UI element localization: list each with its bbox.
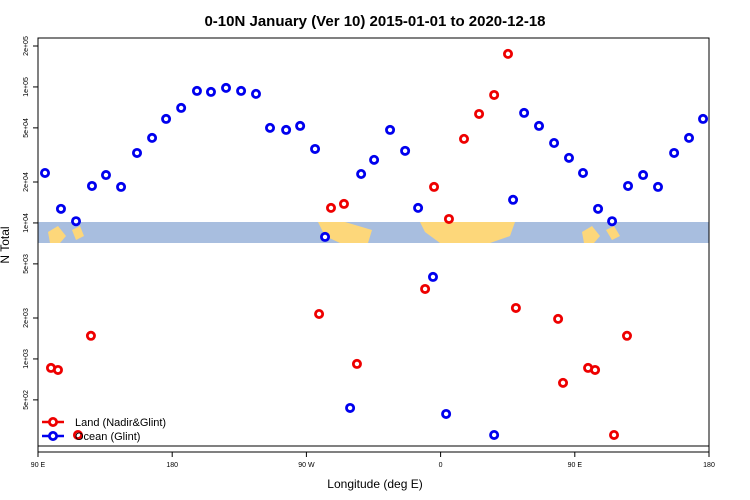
land bbox=[72, 226, 84, 240]
data-point bbox=[345, 402, 356, 413]
data-point bbox=[338, 198, 349, 209]
data-point bbox=[429, 181, 440, 192]
data-point bbox=[502, 48, 513, 59]
data-point bbox=[100, 170, 111, 181]
data-point bbox=[40, 167, 51, 178]
data-point bbox=[510, 302, 521, 313]
data-point bbox=[459, 133, 470, 144]
data-point bbox=[441, 408, 452, 419]
data-point bbox=[669, 147, 680, 158]
y-tick-label: 5e+02 bbox=[23, 390, 30, 410]
data-point bbox=[351, 358, 362, 369]
data-point bbox=[320, 231, 331, 242]
data-point bbox=[443, 213, 454, 224]
data-point bbox=[638, 170, 649, 181]
data-point bbox=[191, 85, 202, 96]
data-point bbox=[369, 154, 380, 165]
x-tick-label: 90 E bbox=[568, 462, 583, 469]
data-point bbox=[236, 85, 247, 96]
legend-marker bbox=[48, 416, 59, 427]
data-point bbox=[563, 152, 574, 163]
data-point bbox=[385, 124, 396, 135]
data-point bbox=[519, 107, 530, 118]
data-point bbox=[52, 364, 63, 375]
y-tick-label: 1e+03 bbox=[23, 349, 30, 369]
y-tick-label: 2e+05 bbox=[23, 36, 30, 56]
land bbox=[582, 226, 600, 243]
x-tick-label: 180 bbox=[166, 462, 178, 469]
data-point bbox=[607, 216, 618, 227]
data-point bbox=[132, 147, 143, 158]
data-point bbox=[116, 181, 127, 192]
y-tick-label: 5e+04 bbox=[23, 118, 30, 138]
data-point bbox=[553, 313, 564, 324]
data-point bbox=[590, 364, 601, 375]
data-point bbox=[578, 167, 589, 178]
data-point bbox=[176, 102, 187, 113]
data-point bbox=[251, 88, 262, 99]
x-tick-label: 180 bbox=[703, 462, 715, 469]
data-point bbox=[72, 429, 83, 440]
data-point bbox=[281, 124, 292, 135]
data-point bbox=[623, 180, 634, 191]
x-tick-label: 0 bbox=[439, 462, 443, 469]
ocean-band bbox=[38, 222, 709, 243]
data-point bbox=[314, 309, 325, 320]
data-point bbox=[265, 122, 276, 133]
y-tick-label: 5e+03 bbox=[23, 254, 30, 274]
legend-label: Land (Nadir&Glint) bbox=[75, 417, 166, 429]
data-point bbox=[205, 86, 216, 97]
data-point bbox=[221, 82, 232, 93]
data-point bbox=[147, 132, 158, 143]
data-point bbox=[55, 203, 66, 214]
data-point bbox=[474, 108, 485, 119]
data-point bbox=[427, 271, 438, 282]
data-point bbox=[489, 429, 500, 440]
data-point bbox=[489, 89, 500, 100]
data-point bbox=[621, 330, 632, 341]
data-point bbox=[310, 143, 321, 154]
map-strip bbox=[38, 222, 709, 243]
legend-label: Ocean (Glint) bbox=[75, 431, 140, 443]
data-point bbox=[161, 113, 172, 124]
data-point bbox=[684, 132, 695, 143]
data-point bbox=[400, 145, 411, 156]
data-point bbox=[86, 180, 97, 191]
x-tick-label: 90 E bbox=[31, 462, 46, 469]
y-tick-label: 2e+04 bbox=[23, 172, 30, 192]
data-point bbox=[534, 120, 545, 131]
data-point bbox=[593, 203, 604, 214]
y-tick-label: 1e+05 bbox=[23, 77, 30, 97]
y-tick-label: 1e+04 bbox=[23, 213, 30, 233]
data-point bbox=[85, 330, 96, 341]
data-point bbox=[653, 181, 664, 192]
land bbox=[318, 222, 372, 243]
data-point bbox=[326, 202, 337, 213]
x-axis-label: Longitude (deg E) bbox=[327, 477, 422, 491]
data-point bbox=[295, 120, 306, 131]
data-point bbox=[356, 168, 367, 179]
plot-frame bbox=[37, 37, 710, 453]
x-tick-label: 90 W bbox=[298, 462, 315, 469]
land bbox=[420, 222, 515, 243]
legend-marker bbox=[48, 430, 59, 441]
data-point bbox=[698, 113, 709, 124]
data-point bbox=[609, 429, 620, 440]
y-tick-label: 2e+03 bbox=[23, 308, 30, 328]
data-point bbox=[420, 283, 431, 294]
data-point bbox=[508, 194, 519, 205]
land bbox=[606, 226, 620, 240]
chart-title: 0-10N January (Ver 10) 2015-01-01 to 202… bbox=[204, 13, 545, 30]
data-point bbox=[558, 377, 569, 388]
data-point bbox=[71, 216, 82, 227]
y-axis-label: N Total bbox=[0, 226, 12, 263]
data-point bbox=[549, 138, 560, 149]
data-point bbox=[413, 202, 424, 213]
land bbox=[48, 226, 66, 243]
